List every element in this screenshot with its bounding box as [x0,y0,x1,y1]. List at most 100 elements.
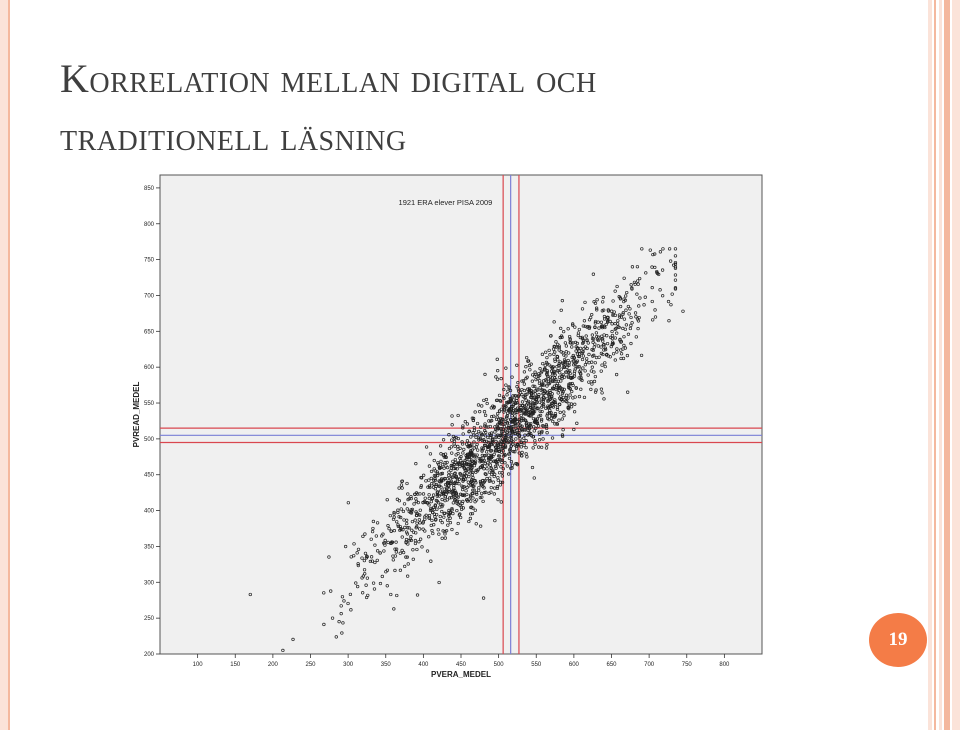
data-point [591,272,596,276]
data-point [559,379,563,383]
data-point [550,436,555,440]
left-decor-bar [0,0,8,730]
data-point [524,445,528,450]
data-point [541,404,545,408]
data-point [425,500,429,505]
data-point [611,352,616,356]
data-point [569,375,574,380]
data-point [520,379,524,383]
data-point [581,341,585,346]
data-point [488,424,492,429]
data-point [465,485,469,490]
data-point [414,526,418,530]
data-point [452,486,456,490]
data-point [667,319,671,323]
data-point [496,422,500,427]
data-point [509,433,514,438]
data-point [556,385,560,389]
data-point [369,555,374,559]
data-point [462,466,467,471]
data-point [615,350,619,354]
data-point [521,403,525,408]
data-point [410,509,414,513]
data-point [482,486,486,490]
data-point [438,489,443,493]
data-point [446,480,450,485]
data-point [481,459,485,464]
data-point [393,547,397,551]
data-point [437,484,442,488]
data-point [518,391,523,395]
data-point [459,455,463,459]
data-point [503,440,507,444]
data-point [553,373,557,377]
data-point [439,452,443,456]
data-point [454,474,458,478]
data-point [474,498,479,502]
data-point [422,473,426,477]
data-point [435,494,439,498]
data-point [632,280,637,285]
data-point [545,442,549,447]
data-point [414,513,419,518]
data-point [386,524,390,528]
data-point [648,248,652,252]
data-point [437,465,441,470]
data-point [478,479,483,484]
data-point [355,584,360,589]
data-point [414,531,418,535]
data-point [625,290,629,295]
data-point [339,612,343,616]
data-point [568,371,572,376]
data-point [551,372,555,376]
data-point [441,503,445,507]
data-point [474,522,478,526]
data-point [618,304,623,309]
data-point [487,491,491,495]
data-point [411,548,415,552]
data-point [455,467,459,471]
data-point [638,276,642,281]
data-point [552,320,556,324]
data-point [442,466,446,470]
data-point [421,521,425,525]
data-point [370,529,375,534]
data-point [515,363,519,367]
data-point [513,401,518,406]
data-point [472,428,477,432]
data-point [462,478,466,482]
data-point [413,541,418,546]
data-point [450,508,454,512]
data-point [522,370,527,374]
y-tick-label: 450 [144,473,155,479]
data-point [593,374,598,379]
y-tick-label: 700 [144,293,155,299]
data-point [388,513,392,518]
data-point [617,325,621,330]
data-point [557,344,561,348]
data-point [582,319,587,323]
data-point [562,330,566,334]
data-point [610,329,614,334]
data-point [419,484,423,488]
data-point [546,390,550,394]
data-point [550,376,554,380]
data-point [626,332,631,336]
data-point [387,527,391,531]
data-point [613,358,617,362]
data-point [509,466,513,470]
data-point [518,408,522,412]
data-point [577,327,581,332]
data-point [439,459,443,464]
data-point [475,432,479,437]
data-point [557,388,561,392]
data-point [495,486,500,490]
data-point [456,521,460,526]
data-point [349,608,353,612]
data-point [545,426,549,431]
data-point [580,357,585,362]
data-point [552,400,556,404]
data-point [533,384,537,389]
data-point [504,429,508,433]
data-point [595,308,599,312]
